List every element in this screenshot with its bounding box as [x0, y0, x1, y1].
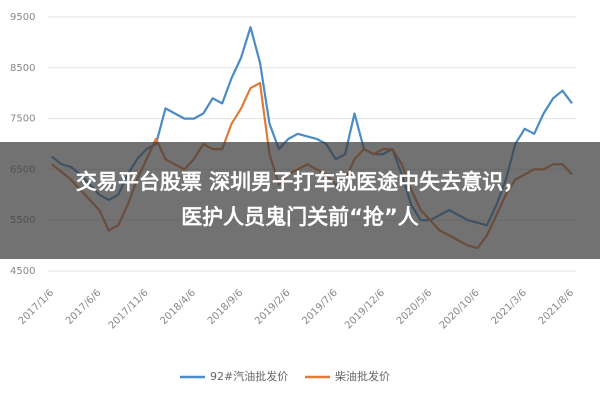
x-tick-label: 2018/4/6 [159, 287, 199, 327]
x-tick-label: 2019/2/6 [253, 287, 293, 327]
y-tick-label: 7500 [10, 114, 35, 125]
legend-label: 92#汽油批发价 [210, 369, 288, 383]
x-tick-label: 2017/6/6 [64, 287, 104, 327]
y-tick-label: 9500 [10, 12, 35, 23]
overlay-band [0, 142, 600, 259]
y-tick-label: 8500 [10, 63, 35, 74]
x-tick-label: 2019/7/6 [300, 287, 340, 327]
x-tick-label: 2020/10/6 [438, 287, 482, 331]
x-tick-label: 2017/11/6 [107, 287, 151, 331]
x-tick-label: 2021/3/6 [489, 287, 529, 327]
x-tick-label: 2019/12/6 [343, 287, 387, 331]
headline: 交易平台股票 深圳男子打车就医途中失去意识， [76, 170, 524, 194]
x-tick-label: 2017/1/6 [17, 287, 57, 327]
x-tick-label: 2021/8/6 [537, 287, 577, 327]
x-tick-label: 2018/9/6 [206, 287, 246, 327]
headline: 医护人员鬼门关前“抢”人 [181, 205, 419, 229]
x-tick-label: 2020/5/6 [395, 287, 435, 327]
legend-label: 柴油批发价 [335, 369, 390, 383]
y-tick-label: 4500 [10, 266, 35, 277]
